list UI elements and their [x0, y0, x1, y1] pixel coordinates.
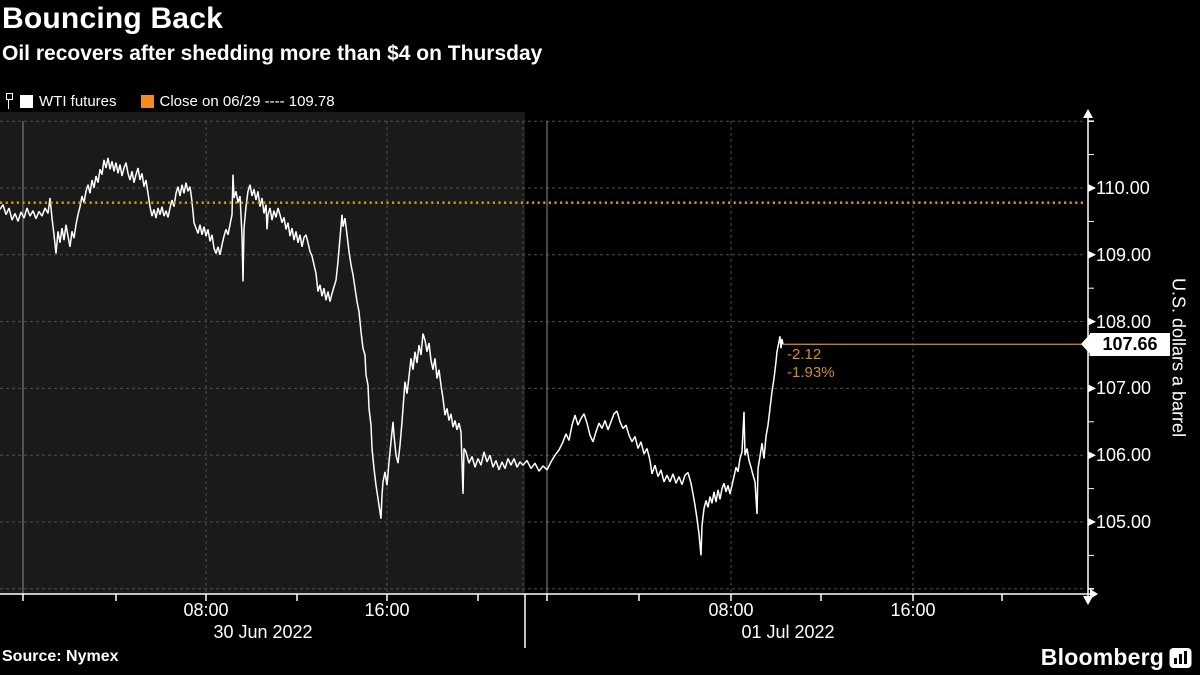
source-credit: Source: Nymex	[2, 648, 119, 665]
session-shade-panel	[0, 112, 525, 594]
legend-pin-icon	[4, 92, 14, 110]
y-axis-major-tick	[1088, 250, 1096, 259]
change-annotation: -2.12	[787, 346, 822, 363]
change-pct-annotation: -1.93%	[787, 364, 835, 381]
legend-reference-label: Close on 06/29 ---- 109.78	[159, 92, 335, 110]
chart-legend: WTI futures Close on 06/29 ---- 109.78	[4, 92, 353, 110]
y-axis-down-arrow-icon	[1083, 596, 1093, 605]
y-axis-major-tick	[1088, 317, 1096, 326]
bloomberg-logo-icon	[1169, 648, 1192, 668]
y-axis-major-tick	[1088, 518, 1096, 526]
y-axis-major-tick	[1088, 451, 1096, 460]
price-line	[0, 157, 784, 556]
y-axis-major-tick	[1088, 184, 1096, 192]
y-axis-title: U.S. dollars a barrel	[1168, 277, 1189, 438]
y-axis-major-tick	[1088, 384, 1096, 393]
chart-subtitle: Oil recovers after shedding more than $4…	[2, 42, 543, 65]
y-axis-up-arrow-icon	[1083, 109, 1093, 118]
chart-title: Bouncing Back	[2, 2, 223, 35]
last-price-badge-tip	[1081, 333, 1091, 355]
legend-series-label: WTI futures	[39, 92, 117, 110]
bloomberg-logo-text: Bloomberg	[1040, 644, 1164, 670]
reference-swatch-icon	[140, 94, 154, 108]
last-price-badge: 107.66	[1090, 333, 1170, 356]
series-swatch-icon	[20, 94, 33, 108]
